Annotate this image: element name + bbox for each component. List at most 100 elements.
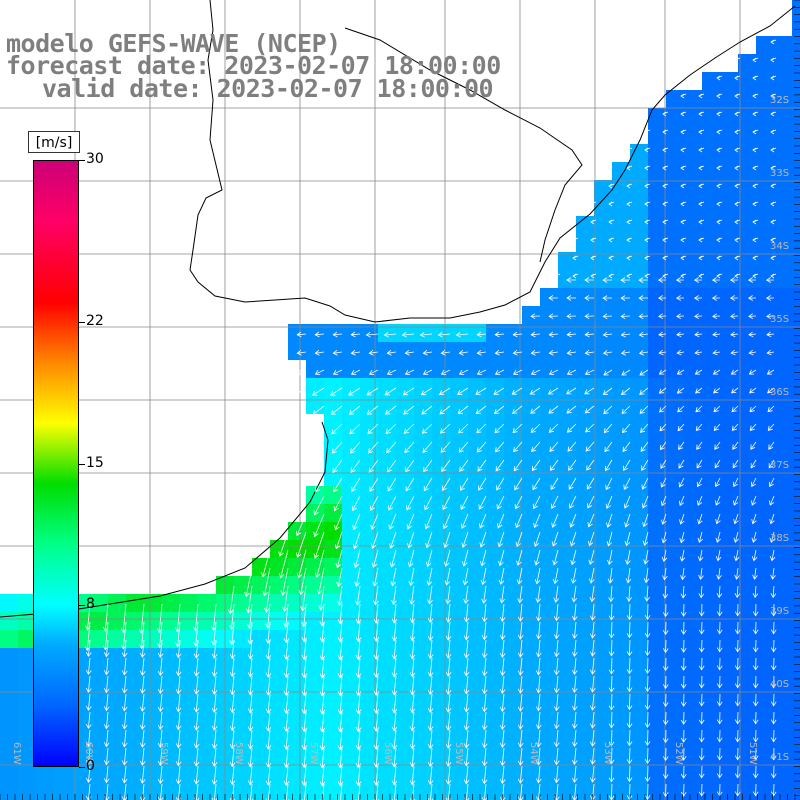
wind-arrow xyxy=(662,219,669,225)
wind-speed-cell xyxy=(684,486,702,504)
wind-speed-cell xyxy=(576,738,594,756)
wind-speed-cell xyxy=(378,630,396,648)
wind-arrow xyxy=(748,313,757,320)
wind-arrow xyxy=(662,639,669,654)
wind-arrow xyxy=(571,711,578,729)
wind-speed-cell xyxy=(684,738,702,756)
wind-speed-cell xyxy=(720,432,738,450)
wind-arrow xyxy=(644,765,651,783)
wind-speed-cell xyxy=(576,594,594,612)
wind-speed-cell xyxy=(18,612,36,630)
wind-arrow xyxy=(330,387,343,396)
wind-speed-cell xyxy=(306,522,324,540)
wind-speed-cell xyxy=(594,666,612,684)
wind-arrow xyxy=(734,747,741,761)
wind-arrow xyxy=(229,675,236,696)
wind-speed-cell xyxy=(360,378,378,396)
wind-arrow xyxy=(481,639,488,659)
wind-arrow xyxy=(319,621,326,643)
wind-arrow xyxy=(265,657,272,678)
wind-speed-cell xyxy=(720,108,738,126)
wind-speed-cell xyxy=(720,180,738,198)
wind-arrow xyxy=(499,585,505,604)
wind-arrow xyxy=(103,693,110,712)
wind-speed-cell xyxy=(522,792,540,800)
wind-speed-cell xyxy=(486,342,504,360)
wind-speed-cell xyxy=(612,378,630,396)
wind-arrow xyxy=(332,331,343,338)
wind-arrow xyxy=(661,513,667,525)
wind-arrow xyxy=(770,603,777,617)
wind-speed-cell xyxy=(774,216,792,234)
wind-arrow xyxy=(481,603,488,623)
wind-speed-cell xyxy=(522,360,540,378)
wind-arrow xyxy=(770,621,777,635)
wind-speed-cell xyxy=(792,396,800,414)
wind-arrow xyxy=(566,369,577,375)
wind-speed-cell xyxy=(666,234,684,252)
wind-arrow xyxy=(752,165,759,171)
wind-arrow xyxy=(463,747,470,767)
wind-speed-cell xyxy=(540,486,558,504)
wind-arrow xyxy=(625,549,631,565)
wind-arrow xyxy=(512,423,523,434)
wind-speed-cell xyxy=(576,378,594,396)
wind-speed-cell xyxy=(612,720,630,738)
wind-speed-cell xyxy=(198,774,216,792)
wind-speed-cell xyxy=(792,72,800,90)
wind-arrow xyxy=(680,729,687,743)
wind-arrow xyxy=(749,405,757,413)
wind-speed-cell xyxy=(108,792,126,800)
wind-arrow xyxy=(553,693,560,712)
wind-speed-cell xyxy=(468,468,486,486)
wind-arrow xyxy=(229,693,236,714)
wind-speed-cell xyxy=(756,180,774,198)
wind-arrow xyxy=(662,147,669,153)
wind-speed-cell xyxy=(702,342,720,360)
wind-speed-cell xyxy=(378,540,396,558)
wind-arrow xyxy=(494,423,505,434)
wind-speed-cell xyxy=(540,702,558,720)
wind-arrow xyxy=(550,495,559,510)
wind-arrow xyxy=(661,549,668,563)
wind-speed-cell xyxy=(360,684,378,702)
wind-speed-cell xyxy=(738,468,756,486)
wind-speed-cell xyxy=(594,774,612,792)
wind-arrow xyxy=(587,513,595,528)
wind-speed-cell xyxy=(720,162,738,180)
wind-speed-cell xyxy=(558,414,576,432)
wind-speed-cell xyxy=(540,414,558,432)
wind-arrow xyxy=(463,639,470,659)
wind-speed-cell xyxy=(468,792,486,800)
wind-arrow xyxy=(698,621,705,635)
wind-arrow xyxy=(552,567,559,585)
wind-speed-cell xyxy=(306,774,324,792)
wind-speed-cell xyxy=(144,702,162,720)
wind-speed-cell xyxy=(432,720,450,738)
wind-speed-cell xyxy=(90,738,108,756)
wind-arrow xyxy=(716,567,722,580)
wind-speed-cell xyxy=(486,360,504,378)
wind-arrow xyxy=(427,639,434,660)
wind-speed-cell xyxy=(756,648,774,666)
wind-speed-cell xyxy=(666,666,684,684)
wind-speed-cell xyxy=(666,774,684,792)
wind-speed-cell xyxy=(378,432,396,450)
wind-speed-cell xyxy=(612,738,630,756)
wind-speed-cell xyxy=(648,360,666,378)
wind-arrow xyxy=(714,459,721,469)
wind-arrow xyxy=(589,639,596,657)
wind-speed-cell xyxy=(576,432,594,450)
wind-speed-cell xyxy=(756,306,774,324)
wind-speed-cell xyxy=(630,612,648,630)
wind-speed-cell xyxy=(756,432,774,450)
wind-arrow xyxy=(694,313,703,320)
wind-speed-cell xyxy=(612,216,630,234)
wind-speed-cell xyxy=(720,558,738,576)
wind-speed-cell xyxy=(126,774,144,792)
wind-arrow xyxy=(494,349,505,356)
wind-speed-cell xyxy=(72,792,90,800)
wind-speed-cell xyxy=(234,594,252,612)
wind-speed-cell xyxy=(774,468,792,486)
